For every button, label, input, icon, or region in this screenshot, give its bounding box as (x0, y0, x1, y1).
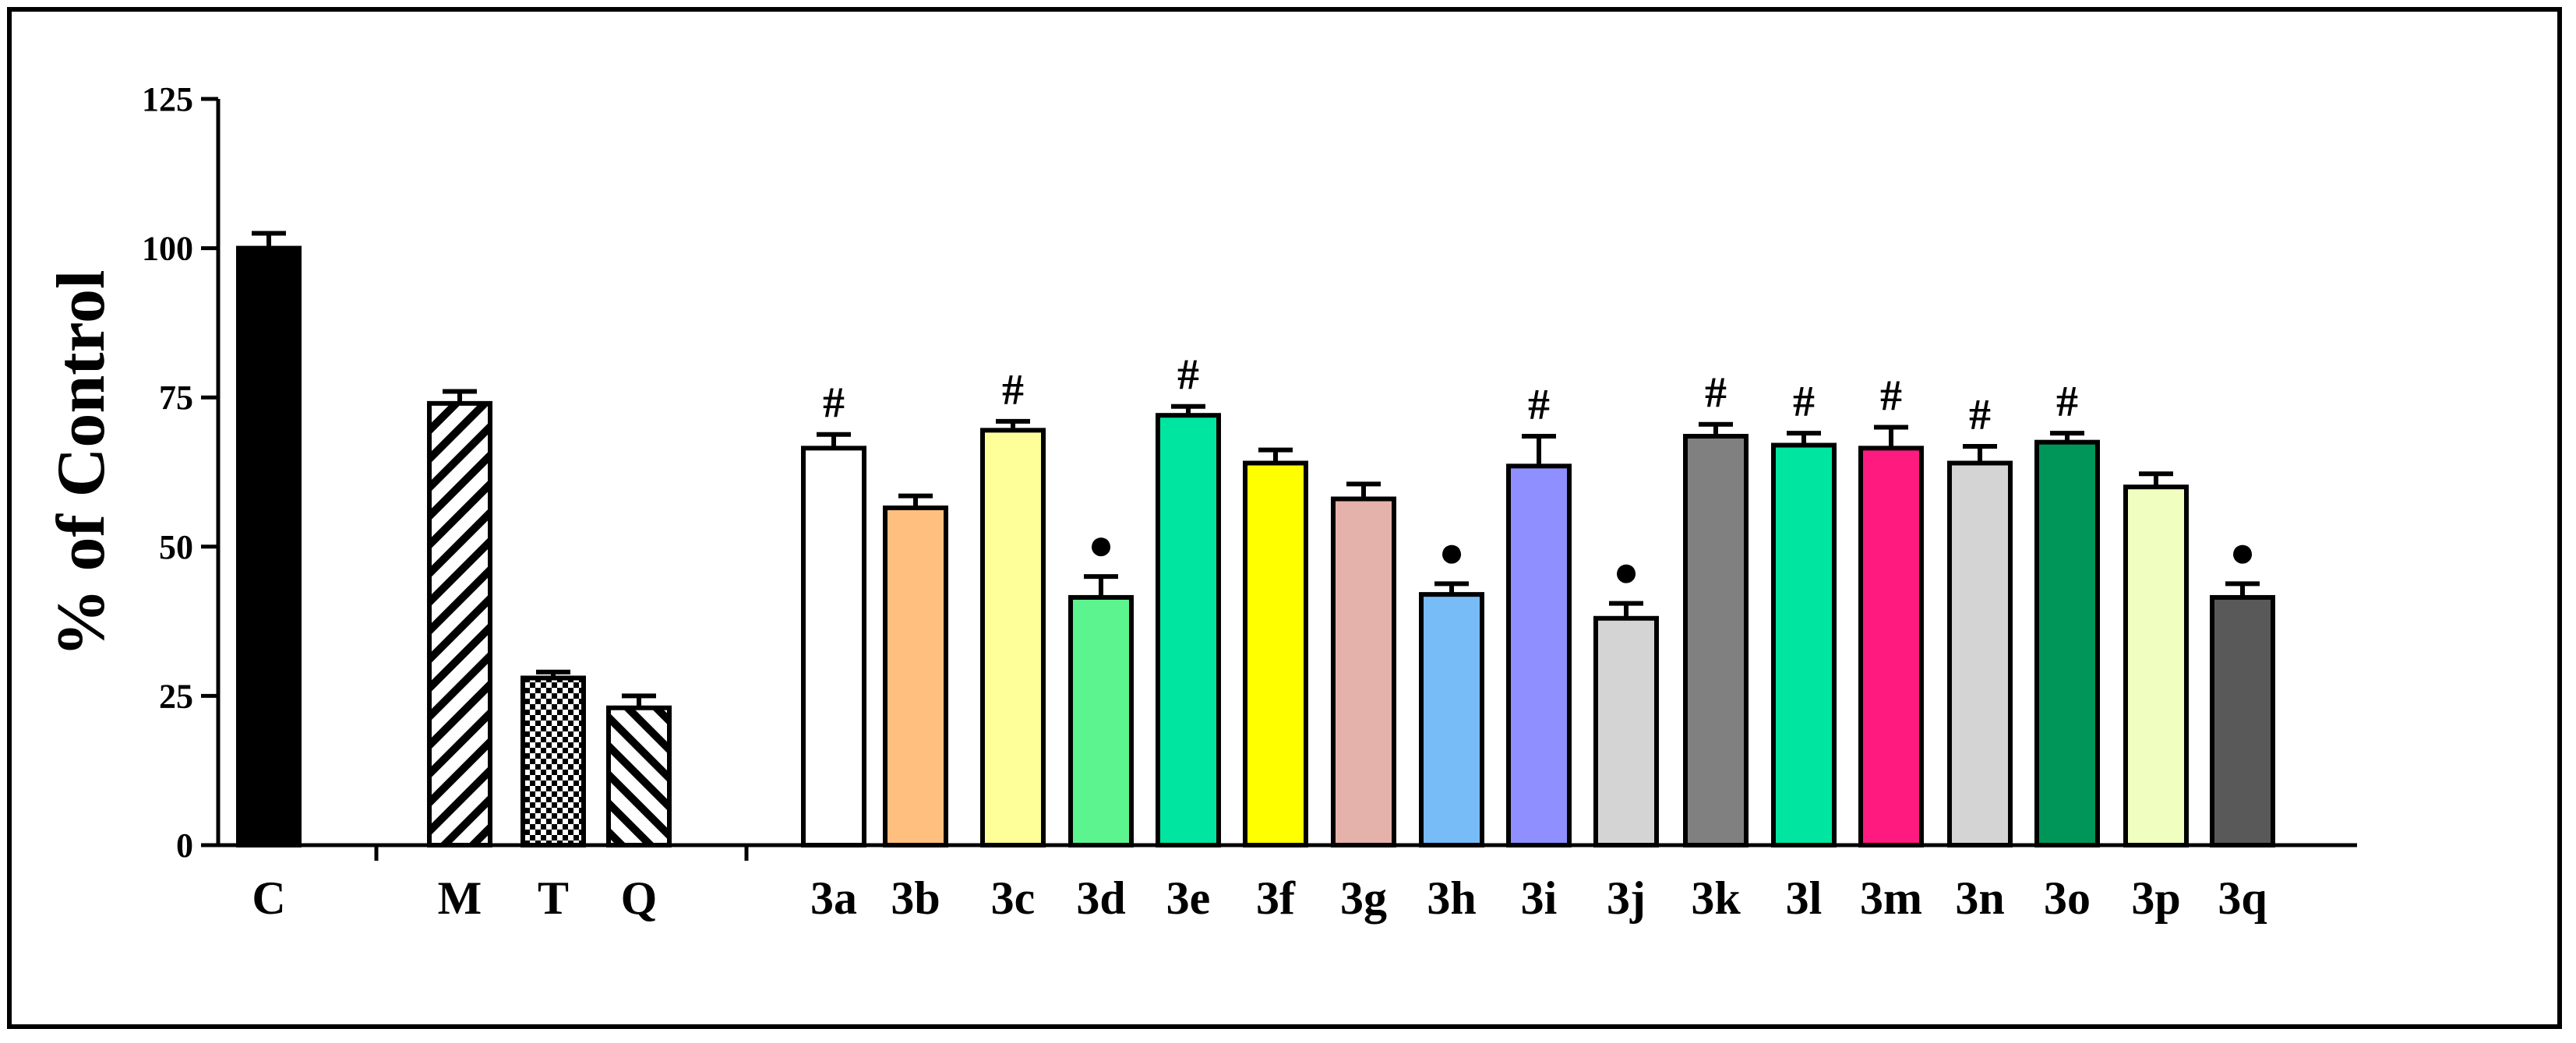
labels-group: C M T Q 3a #3b 3c #3d ● 3e #3f 3g 3h ● 3i #3j ● 3k #3l #3m #… (252, 351, 2267, 924)
category-label-3f: 3f (1256, 872, 1296, 924)
y-axis-title: % of Control (44, 270, 119, 657)
bar-3i (1506, 463, 1572, 847)
significance-mark-3n: # (1969, 391, 1991, 439)
bar-3c (980, 428, 1046, 847)
category-label-M: M (438, 872, 482, 924)
category-label-3c: 3c (991, 872, 1036, 924)
significance-mark-3l: # (1793, 378, 1815, 426)
category-label-3j: 3j (1607, 872, 1646, 924)
bar-3f (1243, 460, 1308, 848)
category-label-3o: 3o (2044, 872, 2091, 924)
significance-mark-3a: # (823, 379, 845, 428)
category-label-3e: 3e (1166, 872, 1211, 924)
bar-chart: 0 25 50 75 100 125 C M T Q 3a #3b 3c #3d ● 3e #3f 3g 3h ● 3… (44, 80, 2357, 924)
y-tick-label: 25 (159, 677, 193, 715)
significance-mark-3k: # (1705, 369, 1727, 418)
significance-mark-3j: ● (1613, 548, 1639, 597)
significance-mark-3i: # (1528, 381, 1550, 429)
bar-3a (801, 446, 866, 847)
y-tick-label: 100 (142, 230, 193, 268)
y-tick-label: 50 (159, 528, 193, 566)
bar-3j (1593, 615, 1659, 847)
bar-M (427, 400, 492, 847)
significance-mark-3d: ● (1088, 521, 1114, 569)
significance-mark-3o: # (2056, 378, 2078, 426)
bar-3e (1156, 413, 1221, 847)
bar-3q (2210, 594, 2275, 847)
significance-mark-3q: ● (2229, 528, 2256, 576)
y-tick-label: 0 (176, 826, 193, 865)
category-label-T: T (538, 872, 569, 924)
bar-3d (1068, 594, 1134, 847)
significance-mark-3m: # (1880, 372, 1902, 421)
bars-group (236, 231, 2275, 848)
y-tick-label: 75 (159, 379, 193, 417)
bar-T (520, 675, 586, 848)
bar-3k (1683, 434, 1749, 847)
category-label-3n: 3n (1955, 872, 2004, 924)
category-label-3p: 3p (2131, 872, 2180, 924)
bar-C (236, 245, 302, 848)
category-label-3g: 3g (1340, 872, 1387, 924)
category-label-3m: 3m (1860, 872, 1922, 924)
category-label-3i: 3i (1521, 872, 1558, 924)
bar-3l (1771, 442, 1837, 847)
figure-frame: 0 25 50 75 100 125 C M T Q 3a #3b 3c #3d ● 3e #3f 3g 3h ● 3… (7, 7, 2562, 1029)
bar-3m (1858, 446, 1924, 847)
category-label-C: C (252, 872, 285, 924)
significance-mark-3h: ● (1438, 528, 1465, 576)
y-tick-label: 125 (142, 80, 193, 118)
significance-mark-3c: # (1002, 366, 1024, 414)
category-label-3b: 3b (891, 872, 940, 924)
bar-3o (2034, 439, 2100, 847)
bar-3g (1331, 496, 1396, 847)
bar-3n (1947, 460, 2013, 848)
bar-3b (883, 505, 948, 847)
bar-3h (1419, 592, 1484, 847)
category-label-3k: 3k (1691, 872, 1741, 924)
category-label-3h: 3h (1427, 872, 1476, 924)
category-label-3l: 3l (1786, 872, 1823, 924)
significance-mark-3e: # (1177, 351, 1199, 400)
category-label-3d: 3d (1076, 872, 1125, 924)
category-label-Q: Q (621, 872, 658, 924)
bar-Q (606, 705, 672, 848)
category-label-3a: 3a (810, 872, 857, 924)
bar-3p (2123, 485, 2189, 847)
category-label-3q: 3q (2218, 872, 2267, 924)
